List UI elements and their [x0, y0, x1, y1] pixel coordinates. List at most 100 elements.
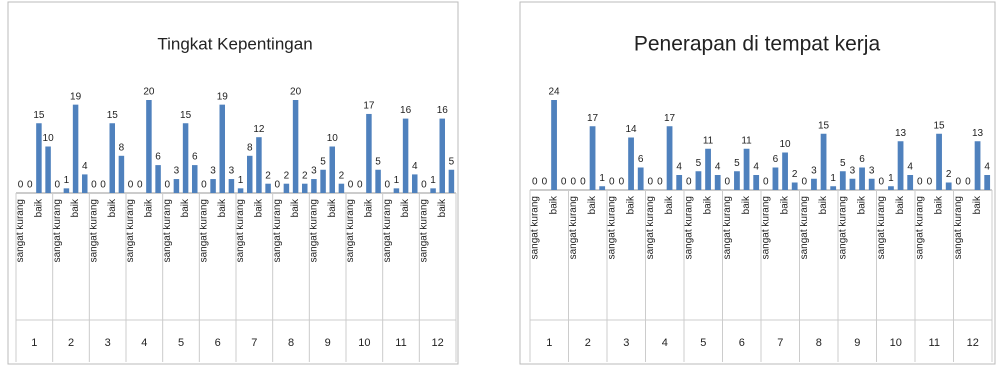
data-label: 0 [725, 177, 731, 188]
data-label: 0 [917, 177, 923, 188]
bar [72, 104, 79, 193]
group-label: 5 [178, 337, 184, 349]
group-label: 8 [288, 337, 294, 349]
x-tick-label: sangat kurang [645, 196, 656, 259]
data-label: 0 [802, 177, 808, 188]
data-label: 0 [274, 180, 280, 191]
data-label: 19 [217, 91, 229, 102]
data-label: 1 [394, 175, 400, 186]
data-label: 2 [265, 170, 271, 181]
data-label: 17 [363, 101, 375, 112]
data-label: 2 [284, 170, 290, 181]
data-label: 0 [357, 180, 363, 191]
data-label: 15 [107, 110, 119, 121]
bar [849, 178, 856, 190]
data-label: 1 [830, 173, 836, 184]
data-label: 0 [201, 180, 207, 191]
data-label: 13 [972, 128, 984, 139]
group-label: 7 [777, 337, 783, 349]
data-label: 20 [290, 87, 302, 98]
bar [589, 126, 596, 190]
bar [329, 146, 335, 193]
bar [412, 174, 418, 193]
data-label: 5 [320, 156, 326, 167]
group-label: 9 [325, 337, 331, 349]
x-tick-label: sangat kurang [953, 196, 964, 259]
bar [228, 179, 235, 193]
data-label: 8 [247, 142, 253, 153]
x-tick-label: baik [818, 195, 829, 214]
bar [192, 165, 198, 193]
bar [676, 175, 683, 190]
data-label: 16 [437, 105, 449, 116]
data-label: 0 [348, 180, 354, 191]
data-label: 8 [119, 142, 125, 153]
group-label: 2 [585, 337, 591, 349]
x-tick-label: baik [664, 195, 675, 214]
data-label: 3 [811, 165, 817, 176]
group-label: 9 [854, 337, 860, 349]
x-tick-label: baik [703, 195, 714, 214]
bar [666, 126, 673, 190]
data-label: 15 [934, 120, 946, 131]
data-label: 6 [192, 152, 198, 163]
data-label: 0 [648, 177, 654, 188]
x-tick-label: baik [364, 198, 375, 217]
x-tick-label: baik [626, 195, 637, 214]
data-label: 0 [164, 180, 170, 191]
x-tick-label: baik [741, 195, 752, 214]
data-label: 13 [895, 128, 907, 139]
bar [782, 152, 788, 190]
data-label: 4 [907, 162, 913, 173]
x-tick-label: sangat kurang [419, 199, 430, 262]
group-label: 11 [395, 337, 406, 349]
bar [247, 155, 253, 193]
data-label: 3 [229, 166, 235, 177]
bar [146, 100, 152, 193]
bar [945, 182, 952, 190]
chart-title: Tingkat Kepentingan [157, 34, 312, 53]
bar [320, 169, 326, 193]
x-tick-label: baik [144, 198, 155, 217]
data-label: 1 [888, 173, 894, 184]
x-tick-label: sangat kurang [15, 199, 26, 262]
group-label: 5 [700, 337, 706, 349]
data-label: 0 [532, 177, 538, 188]
bar [173, 179, 180, 193]
x-tick-label: sangat kurang [235, 199, 246, 262]
x-tick-label: sangat kurang [683, 196, 694, 259]
bar [772, 167, 779, 190]
data-label: 5 [449, 156, 455, 167]
data-label: 1 [599, 173, 605, 184]
data-label: 5 [734, 158, 740, 169]
data-label: 0 [384, 180, 390, 191]
group-label: 4 [141, 337, 147, 349]
x-tick-label: baik [34, 198, 45, 217]
x-tick-label: baik [70, 198, 81, 217]
data-label: 4 [715, 162, 721, 173]
data-label: 5 [840, 158, 846, 169]
data-label: 10 [780, 139, 792, 150]
data-label: 0 [879, 177, 885, 188]
bar [109, 123, 115, 193]
x-tick-label: sangat kurang [125, 199, 136, 262]
bar [448, 169, 455, 193]
data-label: 0 [542, 177, 548, 188]
x-tick-label: sangat kurang [914, 196, 925, 259]
group-label: 12 [967, 337, 979, 349]
group-label: 1 [546, 337, 552, 349]
bar [628, 137, 634, 190]
data-label: 4 [412, 161, 418, 172]
bar [63, 188, 70, 193]
data-label: 2 [792, 169, 798, 180]
data-label: 3 [174, 166, 180, 177]
data-label: 0 [91, 180, 97, 191]
group-label: 1 [31, 337, 37, 349]
x-tick-label: baik [934, 195, 945, 214]
data-label: 5 [696, 158, 702, 169]
data-label: 0 [571, 177, 577, 188]
data-label: 1 [238, 175, 244, 186]
data-label: 1 [64, 175, 70, 186]
data-label: 3 [850, 165, 856, 176]
x-tick-label: sangat kurang [382, 199, 393, 262]
